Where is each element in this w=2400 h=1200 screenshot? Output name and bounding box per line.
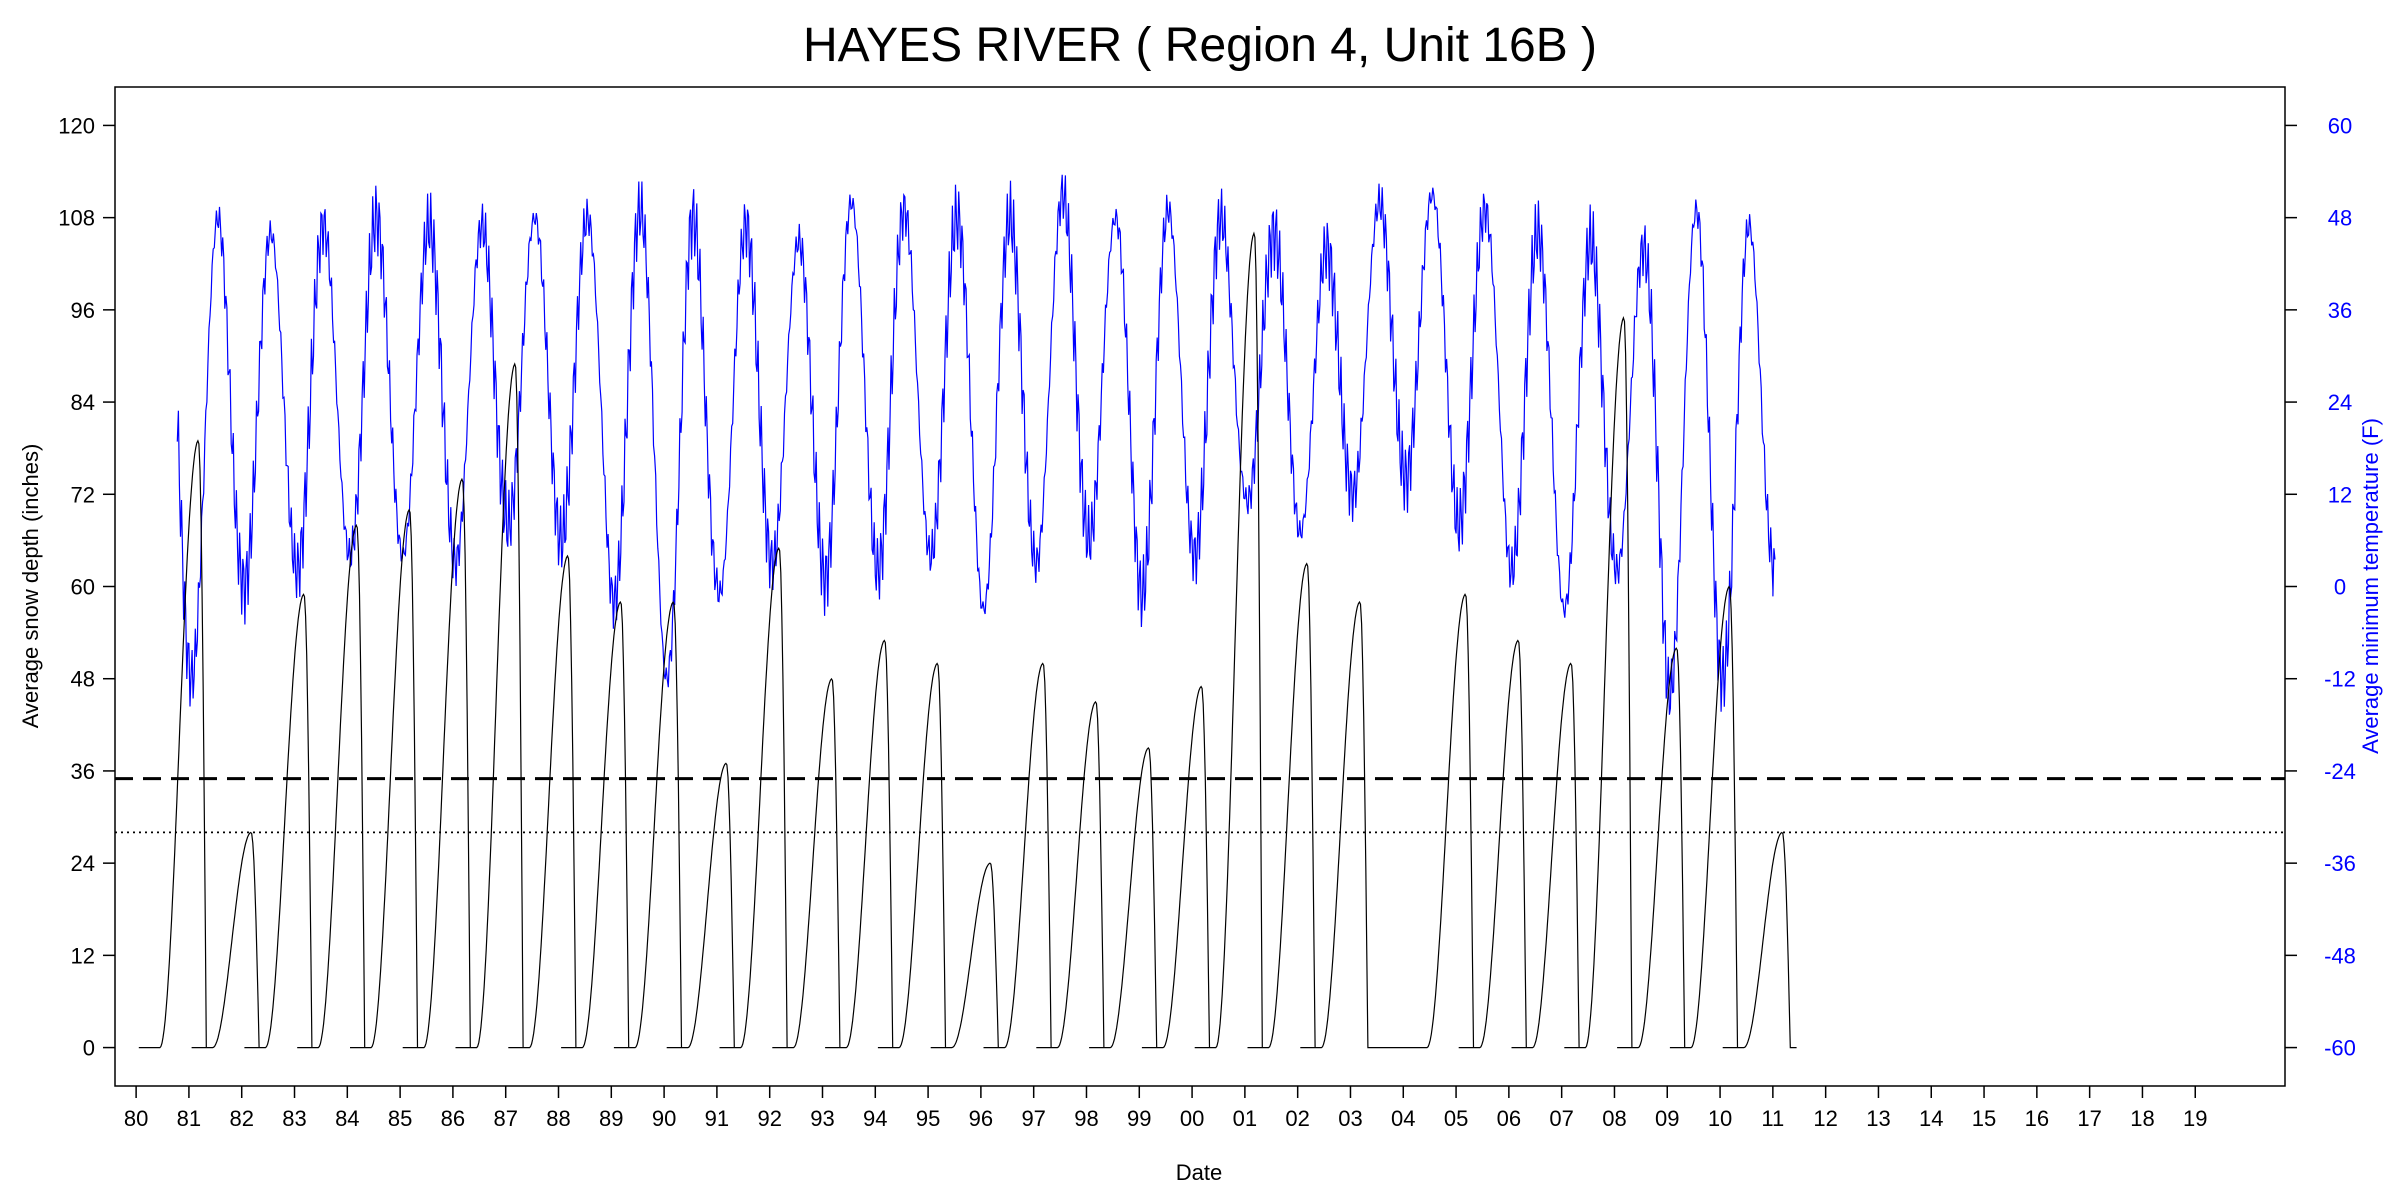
x-tick-label: 16 (2025, 1106, 2049, 1131)
x-tick-label: 95 (916, 1106, 940, 1131)
chart-title: HAYES RIVER ( Region 4, Unit 16B ) (802, 19, 1598, 72)
x-tick-label: 05 (1444, 1106, 1468, 1131)
x-tick-label: 12 (1813, 1106, 1837, 1131)
x-tick-label: 18 (2130, 1106, 2154, 1131)
y2-tick-label: -36 (2324, 851, 2356, 876)
x-tick-label: 89 (599, 1106, 623, 1131)
y-axis-label: Average snow depth (inches) (18, 444, 43, 729)
y-tick-label: 36 (71, 759, 95, 784)
x-tick-label: 84 (335, 1106, 359, 1131)
y-tick-label: 60 (71, 575, 95, 600)
y-tick-label: 120 (58, 113, 95, 138)
x-tick-label: 17 (2077, 1106, 2101, 1131)
x-tick-label: 97 (1021, 1106, 1045, 1131)
x-tick-label: 81 (177, 1106, 201, 1131)
x-axis: 80 81 82 83 84 85 86 87 88 89 90 91 92 93 94 95 96 97 98 99… (124, 1086, 2207, 1131)
x-tick-label: 87 (493, 1106, 517, 1131)
y2-tick-label: 36 (2328, 298, 2352, 323)
y-tick-label: 72 (71, 482, 95, 507)
x-tick-label: 09 (1655, 1106, 1679, 1131)
x-axis-label: Date (1176, 1160, 1222, 1185)
y-tick-label: 84 (71, 390, 95, 415)
x-tick-label: 10 (1708, 1106, 1732, 1131)
snow-depth-series (138, 231, 1797, 1049)
y2-tick-label: 48 (2328, 206, 2352, 231)
x-tick-label: 94 (863, 1106, 887, 1131)
plot-frame (114, 86, 2286, 1087)
y-tick-label: 24 (71, 851, 95, 876)
y2-tick-label: -12 (2324, 667, 2356, 692)
x-tick-label: 00 (1180, 1106, 1204, 1131)
y-tick-label: 96 (71, 298, 95, 323)
y2-tick-label: -60 (2324, 1036, 2356, 1061)
x-tick-label: 19 (2183, 1106, 2207, 1131)
x-tick-label: 86 (441, 1106, 465, 1131)
x-tick-label: 88 (546, 1106, 570, 1131)
x-tick-label: 85 (388, 1106, 412, 1131)
x-tick-label: 15 (1972, 1106, 1996, 1131)
y2-tick-label: 0 (2334, 575, 2346, 600)
x-tick-label: 02 (1285, 1106, 1309, 1131)
x-tick-label: 93 (810, 1106, 834, 1131)
y-tick-label: 48 (71, 667, 95, 692)
left-axis: 0 12 24 36 48 60 72 84 96 108 120 (58, 113, 115, 1061)
right-axis: -60 -48 -36 -24 -12 0 12 24 36 48 60 (2285, 113, 2356, 1061)
y2-tick-label: 12 (2328, 482, 2352, 507)
x-tick-label: 03 (1338, 1106, 1362, 1131)
y2-tick-label: -48 (2324, 943, 2356, 968)
y-tick-label: 108 (58, 206, 95, 231)
snow-depth-line (138, 231, 1797, 1049)
temperature-line (176, 174, 1776, 715)
temperature-series (176, 174, 1776, 715)
y2-tick-label: 24 (2328, 390, 2352, 415)
y-tick-label: 0 (83, 1036, 95, 1061)
x-tick-label: 01 (1233, 1106, 1257, 1131)
x-tick-label: 90 (652, 1106, 676, 1131)
x-tick-label: 14 (1919, 1106, 1943, 1131)
y2-tick-label: 60 (2328, 113, 2352, 138)
x-tick-label: 92 (757, 1106, 781, 1131)
y-tick-label: 12 (71, 943, 95, 968)
reference-lines (115, 777, 2285, 834)
x-tick-label: 80 (124, 1106, 148, 1131)
y2-axis-label: Average minimum temperature (F) (2358, 418, 2383, 754)
x-tick-label: 07 (1549, 1106, 1573, 1131)
x-tick-label: 13 (1866, 1106, 1890, 1131)
x-tick-label: 08 (1602, 1106, 1626, 1131)
x-tick-label: 96 (969, 1106, 993, 1131)
x-tick-label: 06 (1497, 1106, 1521, 1131)
x-tick-label: 98 (1074, 1106, 1098, 1131)
x-tick-label: 91 (705, 1106, 729, 1131)
x-tick-label: 82 (229, 1106, 253, 1131)
x-tick-label: 04 (1391, 1106, 1415, 1131)
x-tick-label: 99 (1127, 1106, 1151, 1131)
x-tick-label: 11 (1761, 1106, 1784, 1131)
y2-tick-label: -24 (2324, 759, 2356, 784)
x-tick-label: 83 (282, 1106, 306, 1131)
